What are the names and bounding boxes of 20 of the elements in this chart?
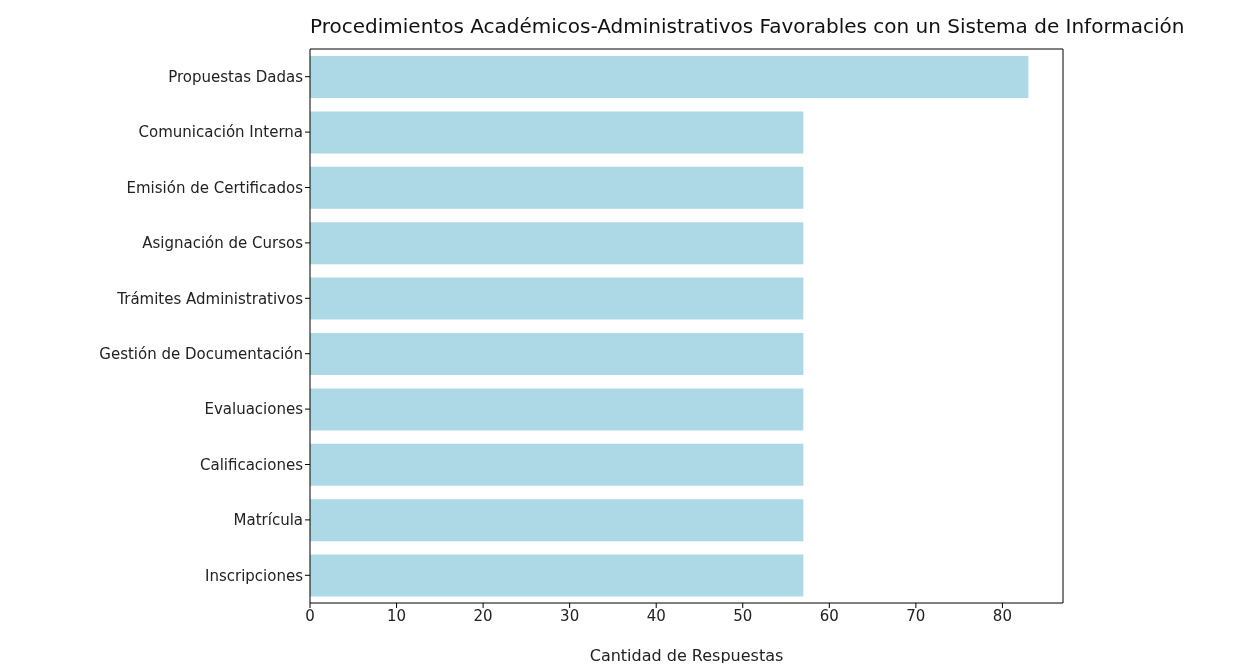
x-tick-label: 10 [387, 606, 407, 625]
x-tick-label: 40 [646, 606, 666, 625]
x-tick-label: 60 [819, 606, 839, 625]
x-tick-label: 70 [906, 606, 926, 625]
y-tick-label: Evaluaciones [204, 400, 304, 419]
y-tick-label: Calificaciones [199, 455, 304, 474]
y-tick-label: Comunicación Interna [138, 123, 303, 142]
x-tick-label: 0 [305, 606, 315, 625]
x-tick-label: 30 [560, 606, 580, 625]
x-tick-label: 50 [733, 606, 753, 625]
x-tick-label: 20 [473, 606, 493, 625]
y-tick-label: Emisión de Certificados [126, 178, 304, 197]
y-tick-label: Trámites Administrativos [116, 289, 304, 308]
x-tick-label: 80 [992, 606, 1012, 625]
chart-title: Procedimientos Académicos-Administrativos Favorables con un Sistema de Información [310, 14, 1185, 38]
y-tick-label: Matrícula [233, 511, 303, 530]
y-tick-label: Inscripciones [205, 566, 304, 585]
y-tick-label: Gestión de Documentación [99, 345, 303, 364]
y-tick-label: Asignación de Cursos [142, 234, 304, 253]
y-tick-label: Propuestas Dadas [168, 68, 304, 87]
